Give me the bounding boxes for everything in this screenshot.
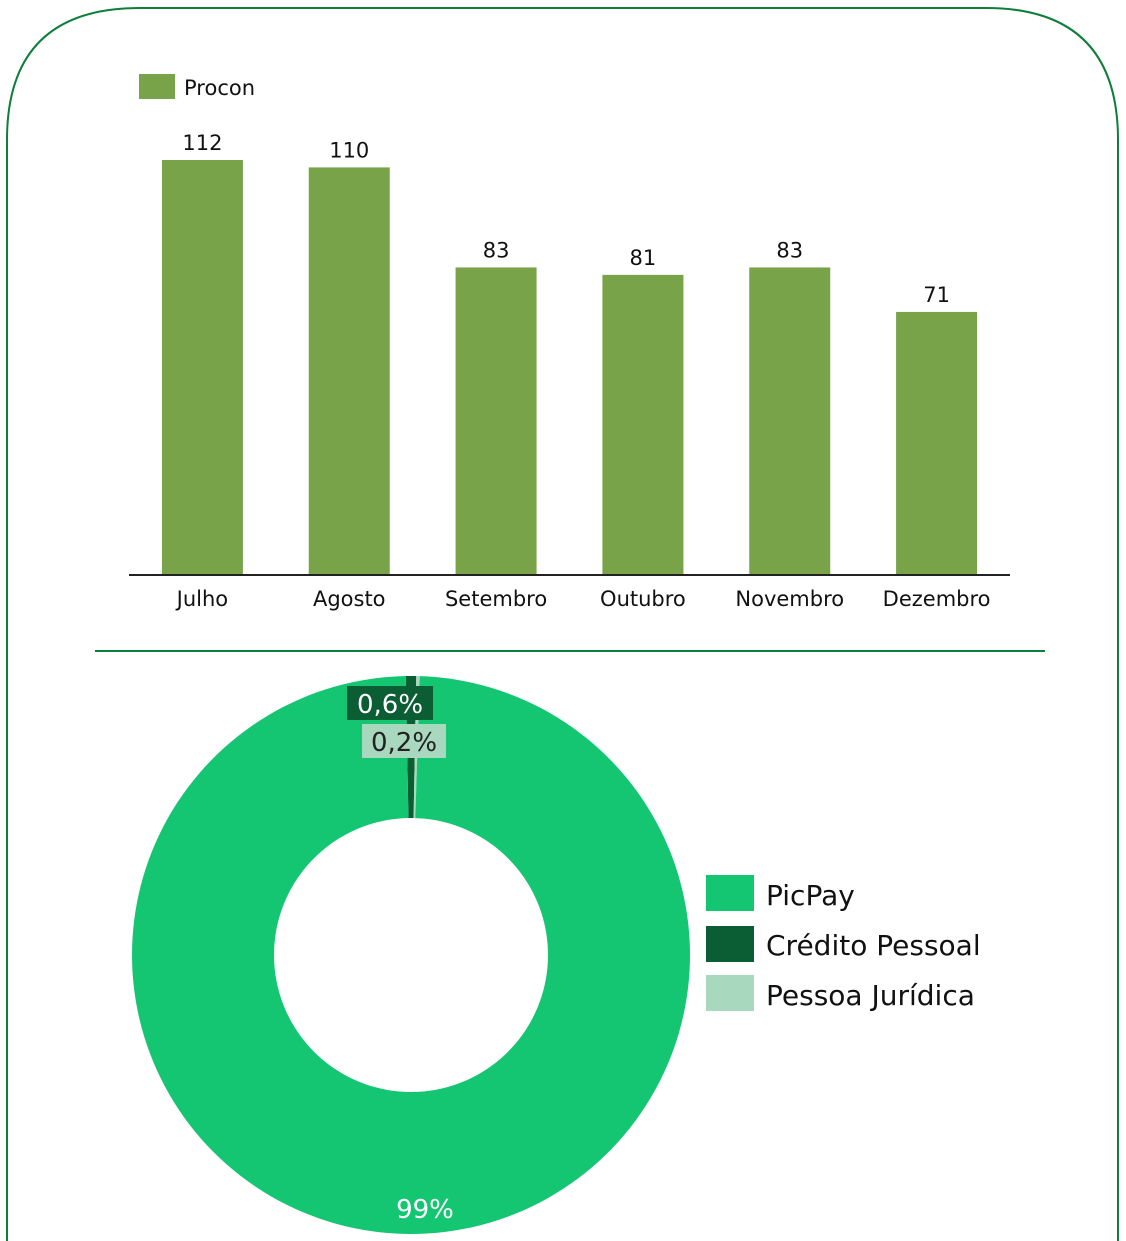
data-label-julho: 112 — [182, 131, 222, 155]
panel-border — [6, 7, 1119, 1241]
legend-swatch-picpay — [706, 875, 754, 911]
donut-chart: 0,6% 0,2% 99% PicPay Crédito Pessoal Pes… — [131, 676, 981, 1234]
bar-dezembro — [896, 311, 978, 575]
donut-slices — [131, 676, 690, 1234]
data-label-credito: 0,6% — [357, 690, 423, 720]
legend-label-juridica: Pessoa Jurídica — [766, 979, 975, 1012]
data-label-setembro: 83 — [483, 238, 510, 262]
label-box-credito — [347, 686, 433, 720]
data-label-agosto: 110 — [329, 138, 369, 162]
x-tick-agosto: Agosto — [313, 587, 386, 611]
legend-swatch-juridica — [706, 975, 754, 1011]
data-label-novembro: 83 — [776, 238, 803, 262]
legend-swatch-credito — [706, 926, 754, 962]
data-label-dezembro: 71 — [923, 283, 950, 307]
data-label-juridica: 0,2% — [371, 728, 437, 758]
donut-legend: PicPay Crédito Pessoal Pessoa Jurídica — [706, 875, 981, 1012]
x-tick-outubro: Outubro — [600, 587, 686, 611]
x-tick-novembro: Novembro — [735, 587, 844, 611]
donut-labels: 0,6% 0,2% 99% — [347, 686, 454, 1225]
x-tick-julho: Julho — [175, 587, 229, 611]
bar-series: 112 Julho 110 Agosto 83 Setembro 81 Outubro 83 No… — [161, 131, 991, 611]
bar-legend: Procon — [139, 74, 255, 100]
legend-label-credito: Crédito Pessoal — [766, 929, 981, 962]
data-label-outubro: 81 — [630, 246, 657, 270]
bar-chart: Procon 112 Julho 110 Agosto 83 Setembro 81 Outu… — [129, 74, 1010, 611]
bar-outubro — [602, 274, 684, 575]
x-tick-setembro: Setembro — [445, 587, 547, 611]
slice-picpay — [131, 676, 690, 1234]
x-tick-dezembro: Dezembro — [883, 587, 991, 611]
legend-label-picpay: PicPay — [766, 879, 855, 912]
legend-swatch-procon — [139, 74, 175, 99]
label-box-juridica — [362, 724, 446, 758]
bar-julho — [161, 160, 243, 575]
bar-novembro — [749, 267, 831, 575]
bar-agosto — [308, 167, 390, 576]
bar-setembro — [455, 267, 537, 575]
data-label-picpay: 99% — [396, 1195, 454, 1225]
legend-label-procon: Procon — [184, 76, 255, 100]
